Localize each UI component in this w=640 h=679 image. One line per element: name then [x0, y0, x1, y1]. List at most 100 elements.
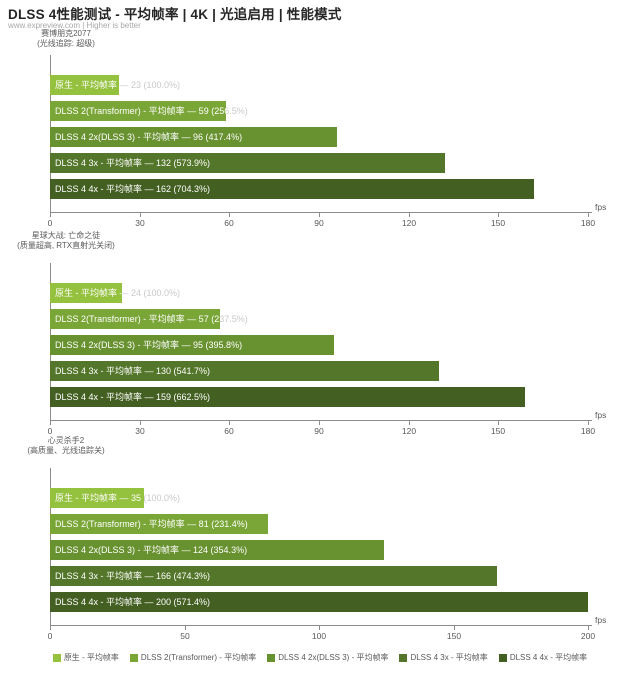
legend-label: 原生 - 平均帧率 — [63, 653, 119, 662]
legend-item: DLSS 4 3x - 平均帧率 — [399, 652, 488, 663]
axis-tick — [50, 213, 51, 217]
bar-label: DLSS 4 4x - 平均帧率 — 200 (571.4%) — [55, 597, 211, 607]
axis-tick-label: 150 — [490, 218, 506, 228]
axis-tick-label: 200 — [580, 631, 596, 641]
legend-label: DLSS 2(Transformer) - 平均帧率 — [140, 653, 257, 662]
legend-swatch — [267, 653, 276, 662]
legend-item: 原生 - 平均帧率 — [52, 652, 119, 663]
axis-tick — [140, 421, 141, 425]
bar-label: 原生 - 平均帧率 — 23 (100.0%) — [55, 80, 119, 90]
plot-area: 原生 - 平均帧率 — 23 (100.0%)原生 - 平均帧率 — 23 (1… — [50, 75, 595, 205]
legend-swatch — [399, 653, 408, 662]
bar-label: DLSS 4 2x(DLSS 3) - 平均帧率 — 96 (417.4%) — [55, 132, 243, 142]
bar: DLSS 4 4x - 平均帧率 — 159 (662.5%) — [50, 387, 525, 407]
bar: DLSS 4 4x - 平均帧率 — 200 (571.4%) — [50, 592, 588, 612]
bar: DLSS 4 2x(DLSS 3) - 平均帧率 — 96 (417.4%) — [50, 127, 337, 147]
axis-tick — [409, 213, 410, 217]
chart-group-label: 赛博朋克2077 (光线追踪: 超级) — [0, 29, 132, 49]
bar-label: DLSS 4 2x(DLSS 3) - 平均帧率 — 124 (354.3%) — [55, 545, 248, 555]
bar-row: DLSS 4 2x(DLSS 3) - 平均帧率 — 95 (395.8%)DL… — [50, 335, 595, 355]
bar-value-overflow: 原生 - 平均帧率 — 24 (100.0%) — [55, 288, 181, 298]
bar-row: DLSS 4 3x - 平均帧率 — 130 (541.7%)DLSS 4 3x… — [50, 361, 595, 381]
bar-row: 原生 - 平均帧率 — 23 (100.0%)原生 - 平均帧率 — 23 (1… — [50, 75, 595, 95]
bar-label: DLSS 4 3x - 平均帧率 — 132 (573.9%) — [55, 158, 211, 168]
legend-label: DLSS 4 2x(DLSS 3) - 平均帧率 — [278, 653, 389, 662]
bar-row: DLSS 4 4x - 平均帧率 — 200 (571.4%)DLSS 4 4x… — [50, 592, 595, 612]
plot-area: 原生 - 平均帧率 — 35 (100.0%)原生 - 平均帧率 — 35 (1… — [50, 488, 595, 618]
bar: DLSS 4 2x(DLSS 3) - 平均帧率 — 124 (354.3%) — [50, 540, 384, 560]
bar: DLSS 4 3x - 平均帧率 — 166 (474.3%) — [50, 566, 497, 586]
axis-tick — [409, 421, 410, 425]
bar-label: DLSS 4 3x - 平均帧率 — 166 (474.3%) — [55, 571, 211, 581]
axis-tick — [319, 626, 320, 630]
chart-title: 心灵杀手2 — [47, 436, 85, 445]
bar-row: DLSS 4 2x(DLSS 3) - 平均帧率 — 124 (354.3%)D… — [50, 540, 595, 560]
axis-tick-label: 180 — [580, 426, 596, 436]
axis-tick — [588, 626, 589, 630]
bar-label: 原生 - 平均帧率 — 35 (100.0%) — [55, 493, 144, 503]
x-axis-line — [50, 212, 592, 213]
source-watermark: www.expreview.com | Higher is better — [8, 21, 141, 30]
bar-label: DLSS 2(Transformer) - 平均帧率 — 59 (256.5%) — [55, 106, 226, 116]
chart-settings: (高质量、光线追踪关) — [27, 446, 105, 455]
bar-value-overflow: 原生 - 平均帧率 — 23 (100.0%) — [55, 80, 181, 90]
axis-tick — [454, 626, 455, 630]
axis-tick-label: 60 — [224, 218, 234, 228]
x-axis-line — [50, 625, 592, 626]
axis-tick-label: 120 — [401, 218, 417, 228]
axis-tick-label: 90 — [314, 218, 324, 228]
bar: DLSS 4 3x - 平均帧率 — 132 (573.9%) — [50, 153, 445, 173]
axis-tick — [140, 213, 141, 217]
axis-tick-label: 0 — [47, 426, 53, 436]
bar-row: DLSS 2(Transformer) - 平均帧率 — 57 (237.5%)… — [50, 309, 595, 329]
axis-tick-label: 150 — [490, 426, 506, 436]
legend-label: DLSS 4 3x - 平均帧率 — [410, 653, 488, 662]
axis-tick — [588, 421, 589, 425]
legend-item: DLSS 2(Transformer) - 平均帧率 — [129, 652, 257, 663]
bar-row: DLSS 4 4x - 平均帧率 — 162 (704.3%)DLSS 4 4x… — [50, 179, 595, 199]
bar: DLSS 4 3x - 平均帧率 — 130 (541.7%) — [50, 361, 439, 381]
legend: 原生 - 平均帧率 DLSS 2(Transformer) - 平均帧率 DLSS … — [0, 652, 640, 663]
bar-label: 原生 - 平均帧率 — 24 (100.0%) — [55, 288, 122, 298]
axis-tick — [50, 626, 51, 630]
bar-row: DLSS 4 3x - 平均帧率 — 132 (573.9%)DLSS 4 3x… — [50, 153, 595, 173]
axis-tick-label: 150 — [446, 631, 462, 641]
bar-label: DLSS 4 4x - 平均帧率 — 159 (662.5%) — [55, 392, 211, 402]
axis-tick — [229, 421, 230, 425]
axis-unit-label: fps — [595, 410, 607, 420]
axis-tick — [50, 421, 51, 425]
axis-tick-label: 60 — [224, 426, 234, 436]
chart-group-label: 心灵杀手2 (高质量、光线追踪关) — [0, 436, 132, 456]
plot-area: 原生 - 平均帧率 — 24 (100.0%)原生 - 平均帧率 — 24 (1… — [50, 283, 595, 413]
bar: DLSS 2(Transformer) - 平均帧率 — 81 (231.4%) — [50, 514, 268, 534]
axis-tick-label: 30 — [135, 218, 145, 228]
page-title: DLSS 4性能测试 - 平均帧率 | 4K | 光追启用 | 性能模式 — [8, 7, 342, 22]
chart-title: 星球大战: 亡命之徒 — [31, 231, 101, 240]
axis-tick — [229, 213, 230, 217]
chart-title: 赛博朋克2077 — [41, 29, 91, 38]
legend-swatch — [498, 653, 507, 662]
legend-swatch — [52, 653, 61, 662]
x-axis-line — [50, 420, 592, 421]
axis-tick-label: 50 — [180, 631, 190, 641]
bar-label: DLSS 4 3x - 平均帧率 — 130 (541.7%) — [55, 366, 211, 376]
legend-swatch — [129, 653, 138, 662]
bar: DLSS 4 2x(DLSS 3) - 平均帧率 — 95 (395.8%) — [50, 335, 334, 355]
chart-settings: (光线追踪: 超级) — [37, 39, 95, 48]
bar: 原生 - 平均帧率 — 23 (100.0%) — [50, 75, 119, 95]
axis-tick — [498, 421, 499, 425]
axis-tick-label: 120 — [401, 426, 417, 436]
bar: 原生 - 平均帧率 — 24 (100.0%) — [50, 283, 122, 303]
legend-item: DLSS 4 2x(DLSS 3) - 平均帧率 — [267, 652, 388, 663]
axis-tick-label: 30 — [135, 426, 145, 436]
bar-row: DLSS 4 3x - 平均帧率 — 166 (474.3%)DLSS 4 3x… — [50, 566, 595, 586]
axis-unit-label: fps — [595, 202, 607, 212]
bar-row: DLSS 4 4x - 平均帧率 — 159 (662.5%)DLSS 4 4x… — [50, 387, 595, 407]
axis-tick-label: 90 — [314, 426, 324, 436]
bar-row: DLSS 4 2x(DLSS 3) - 平均帧率 — 96 (417.4%)DL… — [50, 127, 595, 147]
chart-settings: (质量超高, RTX直射光关闭) — [17, 241, 115, 250]
chart-group-label: 星球大战: 亡命之徒 (质量超高, RTX直射光关闭) — [0, 231, 132, 251]
bar-row: 原生 - 平均帧率 — 24 (100.0%)原生 - 平均帧率 — 24 (1… — [50, 283, 595, 303]
axis-tick-label: 0 — [47, 218, 53, 228]
